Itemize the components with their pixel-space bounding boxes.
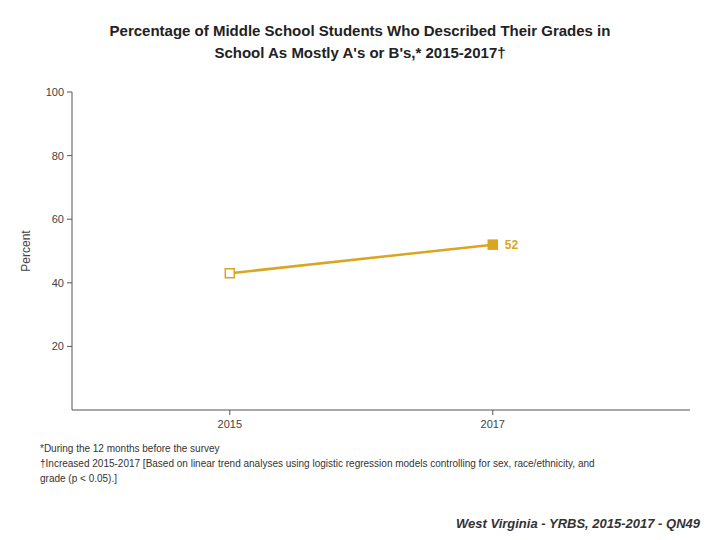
- plot-area: [225, 240, 497, 278]
- y-tick: [67, 282, 72, 283]
- line: [230, 245, 493, 274]
- title: Percentage of Middle School Students Who…: [110, 22, 611, 39]
- subtitle: School As Mostly A's or B's,* 2015-2017†: [214, 44, 505, 61]
- axes: 20 40 60 80 100 2015 2017: [46, 86, 690, 430]
- x-tick: [229, 410, 230, 415]
- y-tick-label: 80: [52, 150, 64, 162]
- y-tick: [67, 219, 72, 220]
- y-tick-label: 20: [52, 340, 64, 352]
- data-label: 52: [505, 238, 519, 252]
- x-tick-label: 2015: [218, 418, 242, 430]
- footnote: grade (p < 0.05).]: [40, 473, 117, 484]
- y-axis-line: [72, 92, 73, 410]
- y-tick-label: 40: [52, 277, 64, 289]
- y-tick: [67, 155, 72, 156]
- marker: [488, 240, 497, 249]
- watermark: West Virginia - YRBS, 2015-2017 - QN49: [456, 516, 701, 531]
- y-tick-label: 100: [46, 86, 64, 98]
- x-tick-label: 2017: [481, 418, 505, 430]
- footnote: *During the 12 months before the survey: [40, 443, 220, 454]
- marker: [225, 269, 234, 278]
- footnote: †Increased 2015-2017 [Based on linear tr…: [40, 458, 595, 469]
- y-tick: [67, 346, 72, 347]
- y-axis-label: Percent: [19, 230, 33, 272]
- y-tick-label: 60: [52, 213, 64, 225]
- chart: Percentage of Middle School Students Who…: [0, 0, 720, 540]
- x-axis-line: [72, 410, 690, 411]
- x-tick: [492, 410, 493, 415]
- y-tick: [67, 92, 72, 93]
